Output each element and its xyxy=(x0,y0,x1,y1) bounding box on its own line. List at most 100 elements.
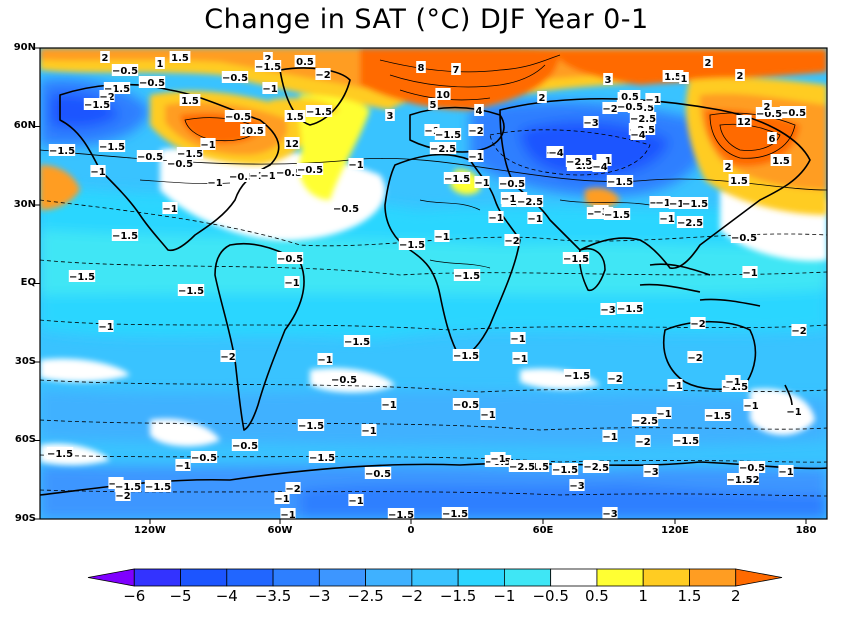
contour-label: −1.5 xyxy=(563,369,591,382)
contour-label: −1 xyxy=(510,332,526,345)
contour-label: 2 xyxy=(537,91,547,104)
svg-text:−2.5: −2.5 xyxy=(632,416,658,427)
svg-text:2: 2 xyxy=(737,71,744,82)
svg-text:−1.5: −1.5 xyxy=(523,462,549,473)
svg-text:−0.5: −0.5 xyxy=(756,109,782,120)
svg-text:1: 1 xyxy=(681,74,688,85)
x-tick-label: 60E xyxy=(532,525,554,536)
contour-label: −1 xyxy=(434,230,450,243)
svg-text:−1: −1 xyxy=(468,152,483,163)
contour-label: −1 xyxy=(90,165,106,178)
contour-label: −2.5 xyxy=(508,460,536,473)
contour-label: −1 xyxy=(348,494,364,507)
contour-label: 1.5 xyxy=(728,174,750,187)
y-tick-label: EQ xyxy=(20,277,36,288)
svg-text:−0.5: −0.5 xyxy=(191,453,217,464)
svg-text:−1.5: −1.5 xyxy=(442,509,468,520)
contour-label: −0.5 xyxy=(166,157,194,170)
svg-text:−1: −1 xyxy=(742,268,757,279)
contour-label: −4 xyxy=(630,128,646,141)
x-tick-label: 180 xyxy=(795,525,817,536)
svg-text:−2: −2 xyxy=(285,484,300,495)
contour-label: 1 xyxy=(155,57,165,70)
svg-text:−1: −1 xyxy=(317,355,332,366)
svg-text:0.5: 0.5 xyxy=(296,57,314,68)
colorbar-level-label: −1.5 xyxy=(439,587,477,605)
svg-text:8: 8 xyxy=(418,63,425,74)
svg-text:−1.5: −1.5 xyxy=(178,286,204,297)
contour-label: −1.5 xyxy=(452,349,480,362)
svg-text:−1.5: −1.5 xyxy=(453,351,479,362)
svg-text:−0.5: −0.5 xyxy=(277,254,303,265)
contour-label: −2 xyxy=(791,324,807,337)
contour-label: −2.5 xyxy=(516,195,544,208)
contour-label: −1 xyxy=(602,430,618,443)
x-tick-label: 0 xyxy=(407,525,415,536)
svg-text:−2: −2 xyxy=(99,92,114,103)
y-tick-label: 30S xyxy=(14,356,36,367)
svg-text:−1.5: −1.5 xyxy=(388,510,414,521)
svg-text:−2: −2 xyxy=(791,326,806,337)
contour-label: −2 xyxy=(607,372,623,385)
svg-text:−1.5: −1.5 xyxy=(501,194,527,205)
svg-text:−2: −2 xyxy=(115,491,130,502)
colorbar-level-label: 2 xyxy=(730,587,741,605)
contour-label: −1 xyxy=(207,176,223,189)
colorbar-level-label: 1 xyxy=(638,587,648,605)
svg-text:−1.5: −1.5 xyxy=(104,84,130,95)
svg-text:−1: −1 xyxy=(667,381,682,392)
colorbar-level-label: −2 xyxy=(400,587,423,605)
svg-text:−2: −2 xyxy=(635,437,650,448)
contour-label: −1 xyxy=(274,492,290,505)
svg-text:−1: −1 xyxy=(778,467,793,478)
contour-label: −2.5 xyxy=(676,216,704,229)
contour-label: −1 xyxy=(98,320,114,333)
contour-label: −2 xyxy=(504,234,520,247)
contour-label: −0.5 xyxy=(275,166,303,179)
colorbar-swatch xyxy=(503,568,552,587)
colorbar-swatch xyxy=(226,568,274,587)
svg-text:−1.5: −1.5 xyxy=(673,436,699,447)
contour-label: −2 xyxy=(687,351,703,364)
svg-text:−2.5: −2.5 xyxy=(677,218,703,229)
contour-label: 5 xyxy=(428,98,438,111)
contour-label: −1 xyxy=(262,82,278,95)
svg-text:−1: −1 xyxy=(162,204,177,215)
contour-label: −1.5 xyxy=(48,144,76,157)
svg-text:−0.5: −0.5 xyxy=(167,159,193,170)
colorbar-swatch xyxy=(365,568,413,587)
contour-label: −1.5 xyxy=(68,270,96,283)
svg-text:−1: −1 xyxy=(645,95,660,106)
contour-label: −1.5 xyxy=(672,434,700,447)
contour-label: −1.5 xyxy=(441,507,469,520)
contour-label: 0.5 xyxy=(619,90,641,103)
svg-text:12: 12 xyxy=(285,139,299,150)
contour-label: −3 xyxy=(583,116,599,129)
colorbar-level-label: 1.5 xyxy=(677,587,702,605)
contour-label: 1.5 xyxy=(169,51,191,64)
contour-label: −1 xyxy=(284,276,300,289)
contour-label: −1 xyxy=(786,405,802,418)
svg-text:−1: −1 xyxy=(510,334,525,345)
svg-text:−2.5: −2.5 xyxy=(430,144,456,155)
svg-text:2: 2 xyxy=(265,54,272,65)
svg-text:−2.5: −2.5 xyxy=(517,197,543,208)
svg-text:−1: −1 xyxy=(381,400,396,411)
svg-text:−3: −3 xyxy=(583,118,598,129)
svg-text:−0.5: −0.5 xyxy=(731,233,757,244)
svg-text:−1: −1 xyxy=(512,354,527,365)
contour-label: −0.5 xyxy=(498,177,526,190)
svg-text:−1: −1 xyxy=(434,232,449,243)
contour-label: −2 xyxy=(583,460,599,473)
svg-text:−1.5: −1.5 xyxy=(722,382,748,393)
svg-text:1.5: 1.5 xyxy=(730,176,748,187)
svg-text:−1: −1 xyxy=(274,494,289,505)
contour-label: −1 xyxy=(742,266,758,279)
svg-text:−0.5: −0.5 xyxy=(112,66,138,77)
svg-text:−0.5: −0.5 xyxy=(137,152,163,163)
contour-label: 2 xyxy=(263,52,273,65)
contour-label: 8 xyxy=(416,61,426,74)
contour-label: 2 xyxy=(762,100,772,113)
contour-label: −0.5 xyxy=(136,150,164,163)
